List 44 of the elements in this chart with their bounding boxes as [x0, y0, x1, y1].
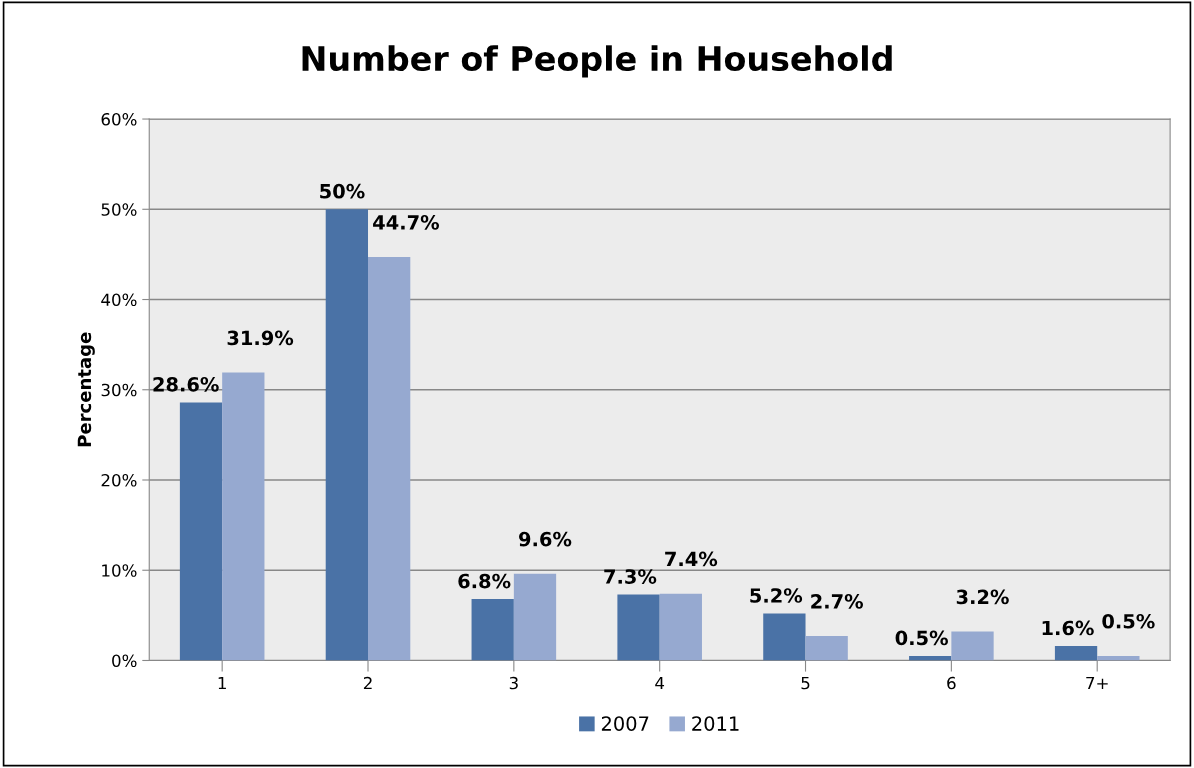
data-label: 0.5%: [895, 630, 948, 646]
y-tick-label: 50%: [101, 203, 137, 216]
bar: [179, 402, 223, 661]
x-tick-label: 3: [509, 676, 518, 690]
legend-label: 2007: [601, 716, 649, 731]
data-label: 5.2%: [750, 588, 803, 603]
x-tick-label: 1: [218, 676, 226, 690]
data-label: 50%: [320, 183, 365, 199]
data-label: 2.7%: [811, 594, 863, 609]
data-label: 3.2%: [956, 589, 1009, 605]
chart-title: Number of People in Household: [302, 45, 892, 78]
legend-label: 2011: [692, 716, 739, 731]
bar: [951, 631, 994, 661]
bar: [513, 573, 557, 661]
bar: [368, 257, 411, 661]
y-tick-label: 30%: [101, 383, 137, 397]
y-axis-title: Percentage: [77, 332, 95, 447]
x-tick-label: 7+: [1086, 676, 1108, 690]
x-tick-label: 4: [655, 676, 665, 690]
data-label: 1.6%: [1042, 620, 1094, 636]
x-tick-label: 2: [363, 676, 372, 690]
data-label: 7.3%: [604, 569, 657, 584]
y-tick-label: 60%: [101, 113, 137, 126]
data-label: 44.7%: [373, 215, 440, 230]
bar: [659, 593, 702, 661]
data-label: 0.5%: [1102, 613, 1155, 629]
x-tick-label: 6: [947, 676, 956, 690]
bar: [471, 599, 514, 661]
data-label: 9.6%: [519, 531, 572, 547]
data-label: 31.9%: [227, 330, 294, 346]
x-tick-label: 5: [801, 676, 810, 690]
bar: [805, 636, 848, 661]
data-label: 28.6%: [153, 376, 219, 392]
y-tick-label: 20%: [101, 473, 137, 487]
y-tick-label: 10%: [102, 564, 137, 577]
bar: [617, 594, 660, 661]
bar: [1054, 646, 1098, 661]
bar: [222, 372, 265, 661]
y-tick-label: 40%: [101, 293, 137, 307]
y-tick-label: 0%: [112, 654, 137, 668]
data-label: 6.8%: [458, 573, 511, 589]
bar: [763, 613, 806, 661]
bar: [325, 209, 369, 661]
data-label: 7.4%: [665, 551, 718, 567]
